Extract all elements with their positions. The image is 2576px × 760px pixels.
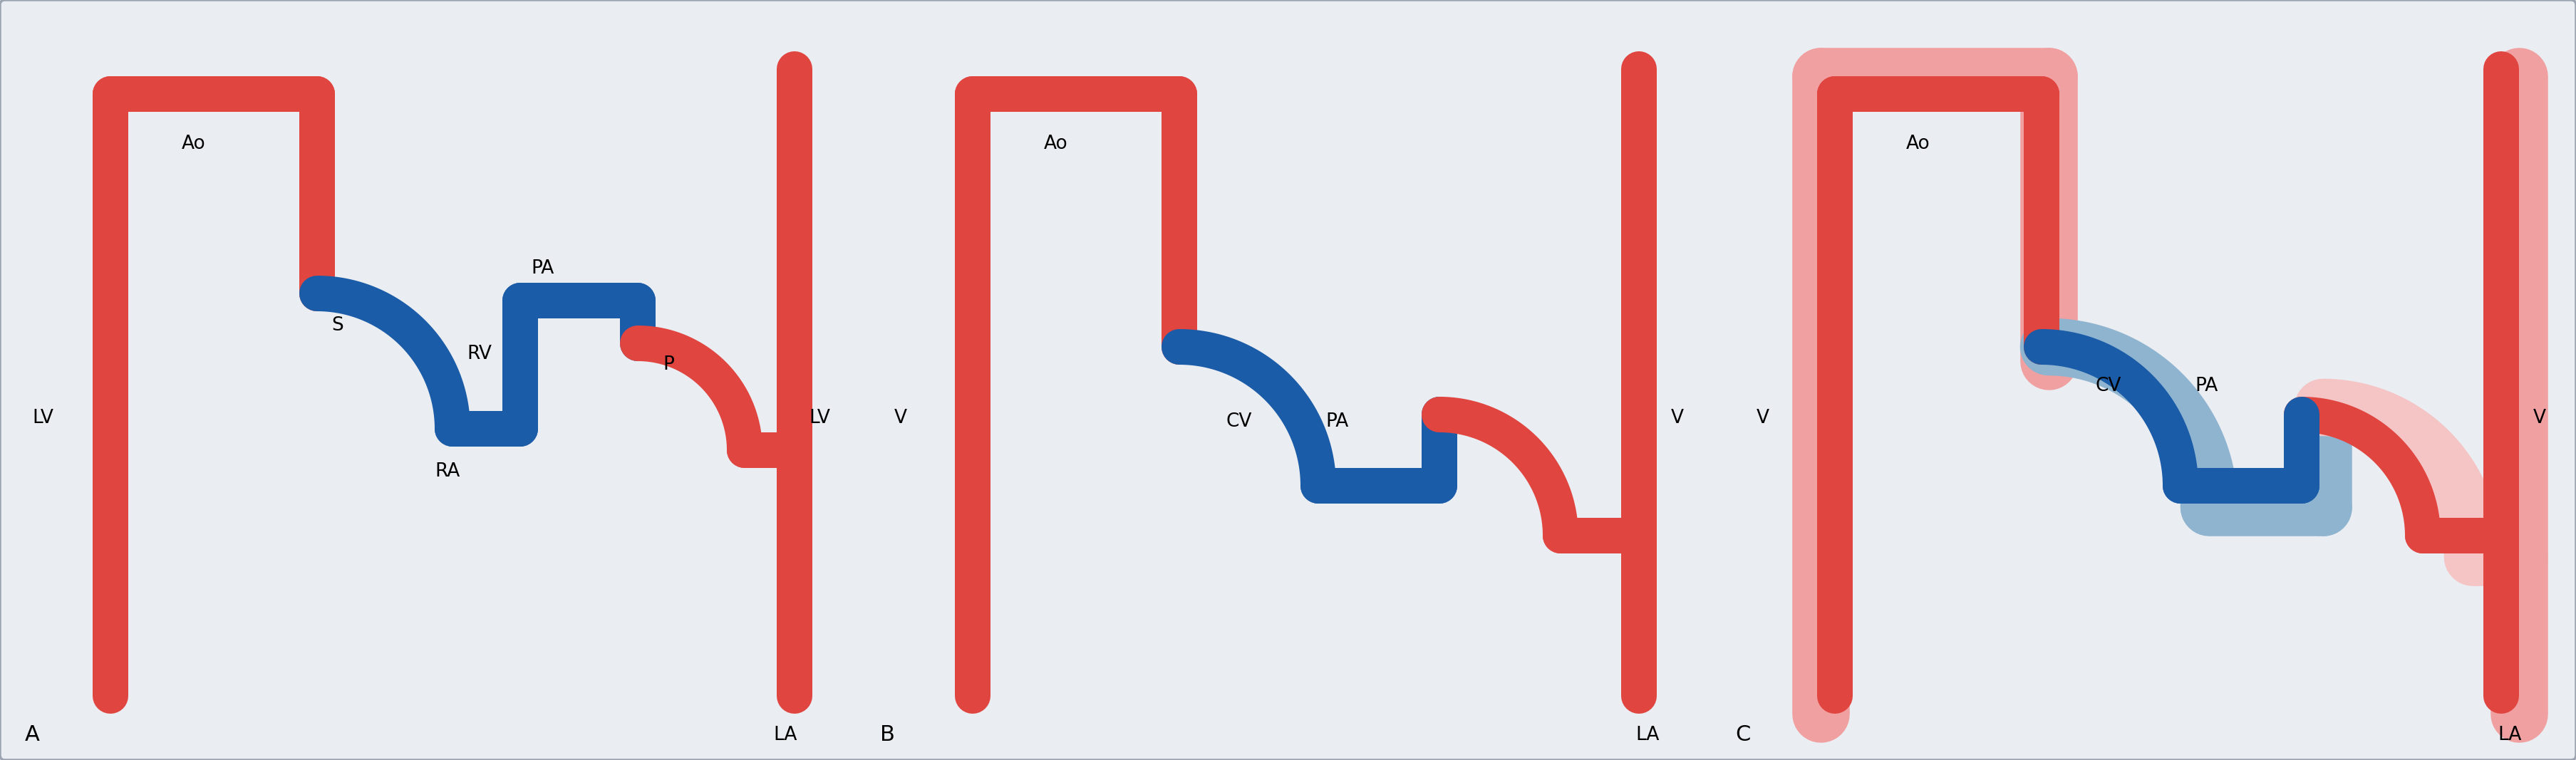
Text: Ao: Ao: [183, 135, 206, 153]
Text: V: V: [1672, 409, 1685, 427]
Text: A: A: [26, 725, 39, 746]
Text: CV: CV: [2094, 377, 2120, 395]
Text: P: P: [662, 356, 675, 374]
Text: RV: RV: [466, 345, 492, 363]
Text: V: V: [1757, 409, 1770, 427]
Text: B: B: [881, 725, 894, 746]
Text: PA: PA: [2195, 377, 2218, 395]
Text: S: S: [332, 316, 343, 334]
Text: LV: LV: [31, 409, 54, 427]
Text: RA: RA: [435, 462, 459, 481]
Text: Ao: Ao: [1043, 135, 1069, 153]
Text: C: C: [1736, 725, 1749, 746]
Text: V: V: [2532, 409, 2545, 427]
Text: CV: CV: [1226, 413, 1252, 431]
Text: V: V: [894, 409, 907, 427]
Text: PA: PA: [531, 259, 554, 278]
Text: LV: LV: [809, 409, 829, 427]
Text: Ao: Ao: [1906, 135, 1929, 153]
Text: PA: PA: [1327, 413, 1347, 431]
Text: LA: LA: [1636, 726, 1659, 744]
Text: LA: LA: [2499, 726, 2522, 744]
Text: LA: LA: [773, 726, 796, 744]
